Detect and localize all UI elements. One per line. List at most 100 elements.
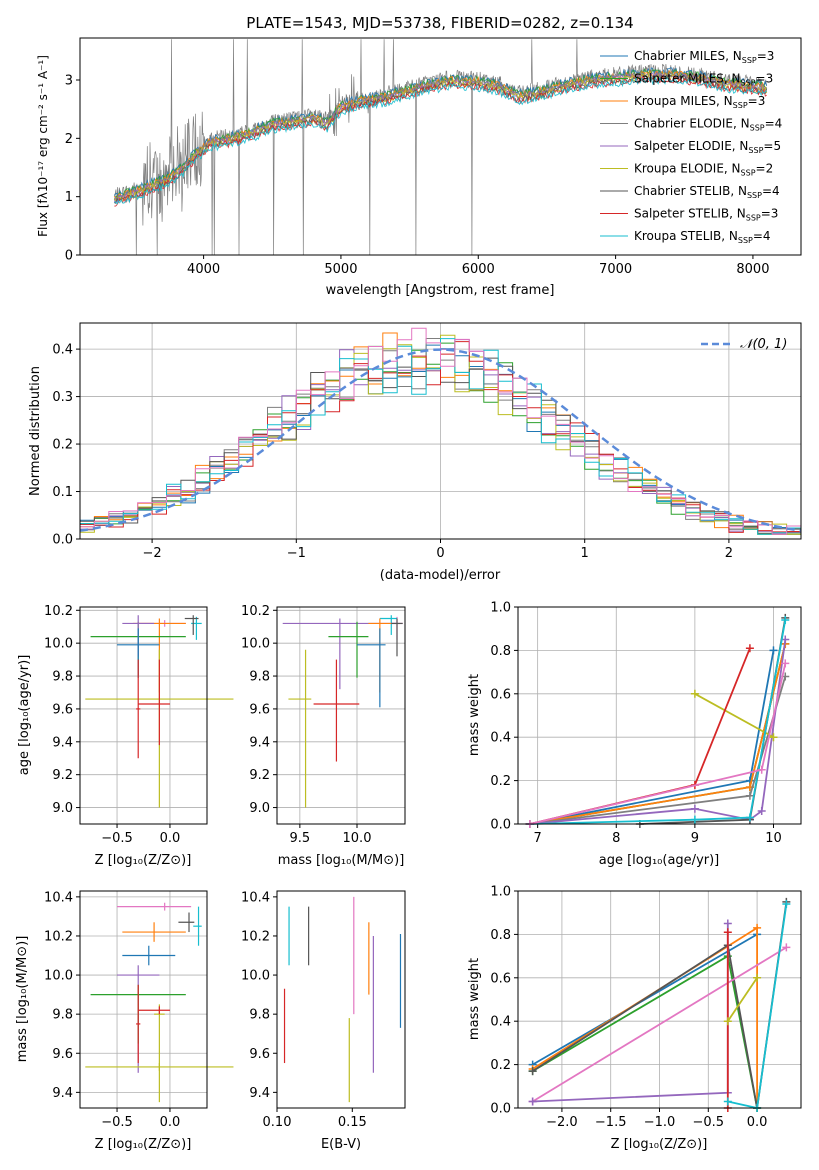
age-vs-mass-ytick-label: 9.6	[249, 702, 270, 717]
residual-ytick-label: 0.1	[52, 485, 73, 500]
mass-weight-vs-age-marker	[745, 644, 754, 653]
residual-ylabel: Normed distribution	[28, 366, 43, 496]
age-vs-metallicity-ytick-label: 10.2	[44, 604, 73, 619]
age-vs-metallicity-xlabel: Z [log₁₀(Z/Z⊙)]	[95, 853, 192, 868]
age-vs-mass-xtick-label: 10.0	[343, 831, 372, 846]
mass-weight-vs-age-marker	[781, 616, 790, 625]
mass-vs-metallicity-ytick-label: 9.8	[52, 1008, 73, 1023]
mass-weight-vs-metallicity-marker	[782, 900, 791, 909]
mass-weight-vs-metallicity-frame	[517, 890, 802, 1109]
mass-weight-vs-age-marker	[769, 646, 778, 655]
residual-ytick-label: 0.3	[52, 390, 73, 405]
mass-weight-vs-metallicity-marker	[723, 1017, 732, 1026]
mass-weight-vs-metallicity-series-line	[532, 946, 787, 1103]
mass-weight-vs-metallicity-marker	[528, 1097, 537, 1106]
legend-label: Salpeter STELIB, NSSP=3	[634, 207, 778, 223]
age-vs-mass-panel: 9.5 10.0 9.0 9.2 9.4 9.6 9.8 10.0 10.2 mass [log…	[241, 604, 406, 868]
mass-vs-ebv-ytick-label: 10.4	[241, 890, 270, 905]
age-vs-mass-plot-area: 9.5 10.0 9.0 9.2 9.4 9.6 9.8 10.0 10.2	[241, 604, 405, 846]
mass-weight-vs-metallicity-marker	[723, 1097, 732, 1106]
age-vs-mass-ytick-label: 9.2	[249, 768, 270, 783]
mass-weight-vs-metallicity-series-line	[727, 977, 758, 1022]
mass-weight-vs-age-marker	[757, 765, 766, 774]
spectrum-legend: Chabrier MILES, NSSP=3 Salpeter MILES, NS…	[600, 49, 782, 245]
mass-weight-vs-metallicity-marker	[723, 919, 732, 928]
spectrum-model-line	[114, 76, 767, 205]
mass-weight-vs-metallicity-ytick-label: 0.0	[490, 1102, 511, 1117]
age-vs-metallicity-ytick-label: 10.0	[44, 637, 73, 652]
mass-weight-vs-age-marker	[690, 689, 699, 698]
mass-weight-vs-age-marker	[690, 804, 699, 813]
normal-curve-legend-label: 𝒩(0, 1)	[740, 337, 787, 352]
mass-vs-metallicity-xtick-label: 0.0	[160, 1115, 181, 1130]
mass-weight-vs-age-ytick-label: 0.4	[490, 731, 511, 746]
age-vs-metallicity-xtick-label: −0.5	[101, 831, 133, 846]
spectrum-xtick-label: 8000	[736, 262, 769, 277]
mass-weight-vs-metallicity-marker	[782, 943, 791, 952]
mass-weight-vs-age-ylabel: mass weight	[467, 674, 482, 756]
mass-vs-metallicity-plot-area: −0.5 0.0 9.4 9.6 9.8 10.0 10.2 10.4	[44, 890, 234, 1130]
mass-weight-vs-age-ytick-label: 1.0	[490, 601, 511, 616]
mass-weight-vs-age-marker	[781, 659, 790, 668]
spectrum-ytick-label: 0	[65, 249, 73, 264]
age-vs-mass-xtick-label: 9.5	[290, 831, 311, 846]
mass-weight-vs-metallicity-ytick-label: 0.6	[490, 971, 511, 986]
legend-label: Kroupa MILES, NSSP=3	[634, 94, 765, 110]
mass-vs-ebv-ytick-label: 10.2	[241, 929, 270, 944]
mass-vs-metallicity-xlabel: Z [log₁₀(Z/Z⊙)]	[95, 1137, 192, 1152]
spectrum-title: PLATE=1543, MJD=53738, FIBERID=0282, z=0…	[246, 14, 633, 32]
residual-ytick-label: 0.0	[52, 533, 73, 548]
mass-weight-vs-age-marker	[745, 791, 754, 800]
mass-weight-vs-age-ytick-label: 0.2	[490, 774, 511, 789]
mass-weight-vs-age-ytick-label: 0.8	[490, 644, 511, 659]
mass-vs-ebv-xtick-label: 0.15	[338, 1115, 367, 1130]
legend-label: Salpeter MILES, NSSP=3	[634, 72, 773, 88]
mass-weight-vs-age-marker	[690, 815, 699, 824]
spectrum-ylabel: Flux [fλ10⁻¹⁷ erg cm⁻² s⁻¹ A⁻¹]	[36, 55, 50, 237]
mass-vs-metallicity-ytick-label: 10.4	[44, 890, 73, 905]
residual-xlabel: (data-model)/error	[380, 568, 501, 583]
age-vs-metallicity-plot-area: −0.5 0.0 9.0 9.2 9.4 9.6 9.8 10.0 10.2	[44, 604, 234, 846]
residual-xtick-label: 2	[725, 546, 733, 561]
legend-label: Chabrier ELODIE, NSSP=4	[634, 117, 782, 133]
residual-panel: −2 −1 0 1 2 0.0 0.1 0.2 0.3 0.4 (data-model)/erro…	[28, 322, 802, 583]
mass-weight-vs-metallicity-marker	[723, 928, 732, 937]
legend-label: Chabrier MILES, NSSP=3	[634, 49, 774, 65]
spectrum-ytick-label: 3	[65, 74, 73, 89]
residual-xtick-label: −2	[143, 546, 162, 561]
mass-weight-vs-metallicity-plot-area: −2.0 −1.5 −1.0 −0.5 0.0 0.0 0.2 0.4 0.6 0.8 1.0	[490, 885, 801, 1130]
mass-vs-ebv-xlabel: E(B-V)	[321, 1137, 361, 1152]
spectrum-xtick-label: 4000	[187, 262, 220, 277]
mass-weight-vs-age-marker	[757, 806, 766, 815]
age-vs-metallicity-ytick-label: 9.8	[52, 670, 73, 685]
mass-weight-vs-metallicity-xtick-label: −2.0	[546, 1115, 578, 1130]
mass-weight-vs-age-plot-area: 7 8 9 10 0.0 0.2 0.4 0.6 0.8 1.0	[490, 601, 801, 846]
mass-weight-vs-metallicity-ylabel: mass weight	[467, 958, 482, 1040]
mass-vs-metallicity-ytick-label: 9.4	[52, 1086, 73, 1101]
residual-xtick-label: −1	[287, 546, 306, 561]
age-vs-metallicity-ylabel: age [log₁₀(age/yr)]	[17, 655, 32, 776]
age-vs-metallicity-panel: −0.5 0.0 9.0 9.2 9.4 9.6 9.8 10.0 10.2 Z [log₁₀(…	[17, 604, 234, 868]
mass-weight-vs-metallicity-ytick-label: 0.4	[490, 1015, 511, 1030]
mass-weight-vs-age-xtick-label: 8	[612, 831, 620, 846]
spectrum-xtick-label: 6000	[462, 262, 495, 277]
age-vs-mass-ytick-label: 9.4	[249, 735, 270, 750]
residual-histogram-step	[80, 327, 801, 535]
mass-vs-metallicity-xtick-label: −0.5	[101, 1115, 133, 1130]
mass-weight-vs-metallicity-xtick-label: 0.0	[747, 1115, 768, 1130]
mass-vs-ebv-ytick-label: 9.4	[249, 1086, 270, 1101]
mass-weight-vs-age-xlabel: age [log₁₀(age/yr)]	[599, 853, 720, 868]
age-vs-metallicity-ytick-label: 9.6	[52, 702, 73, 717]
mass-vs-ebv-frame	[276, 890, 406, 1109]
residual-legend: 𝒩(0, 1)	[701, 337, 787, 352]
mass-weight-vs-metallicity-marker	[753, 923, 762, 932]
mass-weight-vs-age-panel: 7 8 9 10 0.0 0.2 0.4 0.6 0.8 1.0 age [log₁₀(age/y…	[467, 601, 802, 868]
mass-vs-ebv-ytick-label: 9.8	[249, 1008, 270, 1023]
age-vs-mass-frame	[276, 606, 406, 825]
residual-plot-area: −2 −1 0 1 2 0.0 0.1 0.2 0.3 0.4	[52, 323, 802, 561]
legend-label: Chabrier STELIB, NSSP=4	[634, 184, 780, 200]
normal-curve	[79, 348, 802, 532]
mass-weight-vs-age-marker	[769, 733, 778, 742]
mass-weight-vs-age-series-line	[529, 663, 787, 825]
age-vs-metallicity-ytick-label: 9.2	[52, 768, 73, 783]
